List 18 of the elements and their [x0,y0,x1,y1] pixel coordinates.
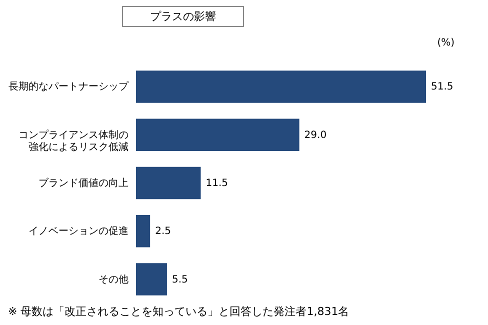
text: ※ 母数は「改正されることを知っている」と回答した発注者1,831名 [8,304,350,319]
data-label: 29.0 [304,130,327,141]
y-tick-label: 長期的なパートナーシップ [8,80,130,93]
data-label: 2.5 [155,226,171,238]
x-axis-title: (%) [437,38,455,48]
y-tick-label: コンプライアンス体制の強化によるリスク低減 [18,128,128,153]
bar [136,215,150,248]
bar [136,263,167,296]
y-tick-label: その他 [98,273,128,286]
chart-title: プラスの影響 [122,6,244,27]
bar [136,70,426,103]
y-tick-label: ブランド価値の向上 [38,177,128,189]
y-tick-label: イノベーションの促進 [28,225,128,238]
data-label: 11.5 [206,178,228,189]
data-label: 5.5 [172,274,188,286]
data-label: 51.5 [431,82,454,93]
bar [136,166,201,200]
bar [136,118,300,151]
